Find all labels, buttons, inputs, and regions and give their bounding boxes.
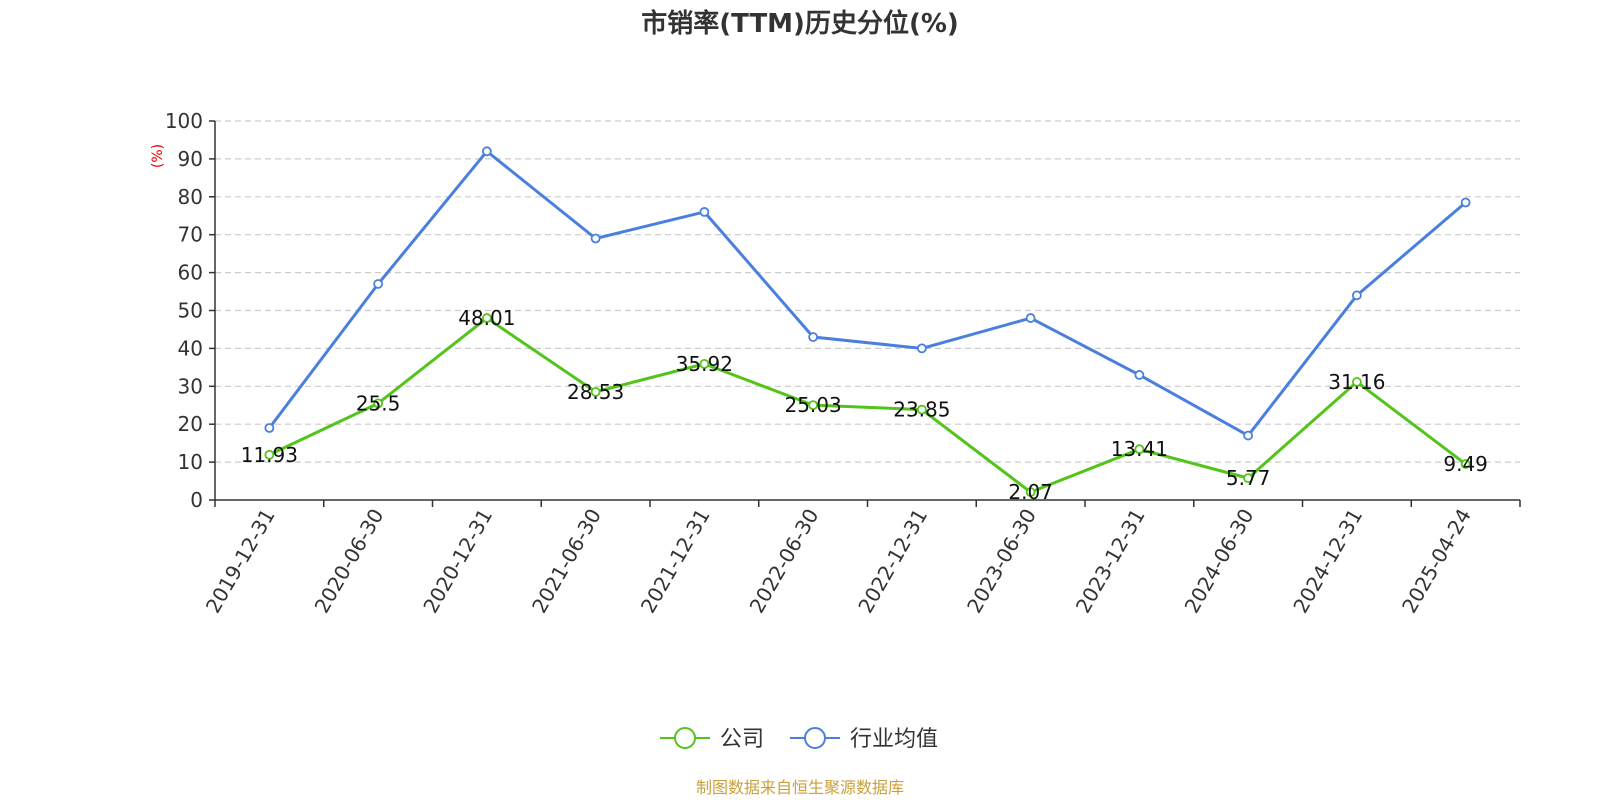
legend-marker: [674, 727, 696, 749]
data-point[interactable]: [1025, 487, 1036, 498]
y-tick-label: 100: [165, 109, 203, 133]
data-label: 28.53: [567, 380, 624, 404]
y-tick-label: 90: [178, 147, 203, 171]
legend[interactable]: 公司 行业均值: [660, 727, 938, 752]
data-point[interactable]: [808, 400, 819, 411]
data-point[interactable]: [481, 313, 492, 323]
data-label: 25.5: [356, 391, 401, 415]
axes: 0 10 20 30 40 50 60 70 80 90 100 2019-12-31 2020-06-…: [165, 109, 1521, 618]
data-point[interactable]: [916, 343, 927, 354]
data-point[interactable]: [699, 358, 710, 369]
x-tick-label: 2022-06-30: [745, 505, 824, 618]
legend-label: 行业均值: [850, 727, 938, 752]
data-label: 48.01: [458, 306, 515, 330]
y-tick-label: 0: [190, 488, 203, 512]
data-label: 31.16: [1328, 370, 1385, 394]
x-tick-label: 2023-12-31: [1071, 505, 1150, 618]
x-tick-label: 2021-06-30: [527, 505, 606, 618]
x-tick-label: 2019-12-31: [201, 505, 280, 618]
data-point[interactable]: [1243, 473, 1254, 484]
source-note: 制图数据来自恒生聚源数据库: [696, 778, 904, 797]
y-tick-label: 30: [178, 374, 203, 398]
data-labels: 11.93 25.5 48.01 28.53 35.92 25.03 23.85 2.07 13…: [241, 306, 1488, 504]
data-point[interactable]: [373, 279, 384, 289]
data-point[interactable]: [1351, 377, 1362, 387]
data-point[interactable]: [264, 449, 275, 460]
data-point[interactable]: [1460, 197, 1471, 208]
data-point[interactable]: [1134, 444, 1145, 455]
data-point[interactable]: [373, 398, 384, 409]
y-tick-label: 50: [178, 299, 203, 323]
data-label: 35.92: [676, 352, 733, 376]
series-line: [268, 149, 1467, 438]
data-point[interactable]: [264, 423, 275, 433]
data-point[interactable]: [916, 404, 927, 415]
y-tick-label: 60: [178, 261, 203, 285]
y-axis-label: (%): [150, 144, 166, 168]
series-lines: [264, 146, 1471, 498]
legend-item[interactable]: 行业均值: [790, 727, 938, 752]
data-label: 13.41: [1111, 437, 1168, 461]
legend-item[interactable]: 公司: [660, 727, 764, 752]
data-point[interactable]: [1351, 290, 1362, 301]
data-point[interactable]: [1025, 313, 1036, 323]
x-tick-label: 2024-06-30: [1180, 505, 1259, 618]
grid-lines: [215, 120, 1520, 463]
data-label: 11.93: [241, 443, 298, 467]
x-tick-label: 2024-12-31: [1288, 505, 1367, 618]
y-tick-label: 20: [178, 412, 203, 436]
data-point[interactable]: [1460, 459, 1471, 469]
y-tick-label: 80: [178, 185, 203, 209]
chart-title: 市销率(TTM)历史分位(%): [641, 8, 959, 39]
data-point[interactable]: [590, 233, 601, 244]
data-label: 25.03: [784, 393, 841, 417]
legend-label: 公司: [720, 727, 764, 752]
x-tick-label: 2025-04-24: [1397, 505, 1476, 618]
y-tick-label: 40: [178, 336, 203, 360]
data-point[interactable]: [808, 332, 819, 342]
x-tick-label: 2020-12-31: [418, 505, 497, 618]
data-point[interactable]: [699, 207, 710, 217]
x-tick-label: 2023-06-30: [962, 505, 1041, 618]
y-tick-label: 70: [178, 223, 203, 247]
data-point[interactable]: [590, 386, 601, 397]
data-point[interactable]: [1243, 430, 1254, 441]
y-tick-label: 10: [178, 450, 203, 474]
series-line: [268, 316, 1467, 494]
x-tick-label: 2021-12-31: [636, 505, 715, 618]
data-label: 5.77: [1226, 466, 1271, 490]
data-label: 2.07: [1008, 480, 1053, 504]
x-tick-label: 2020-06-30: [310, 505, 389, 618]
data-label: 9.49: [1443, 452, 1488, 476]
data-point[interactable]: [1134, 370, 1145, 380]
x-tick-label: 2022-12-31: [853, 505, 932, 618]
legend-marker: [804, 727, 826, 749]
data-point[interactable]: [481, 146, 492, 157]
data-label: 23.85: [893, 398, 950, 422]
